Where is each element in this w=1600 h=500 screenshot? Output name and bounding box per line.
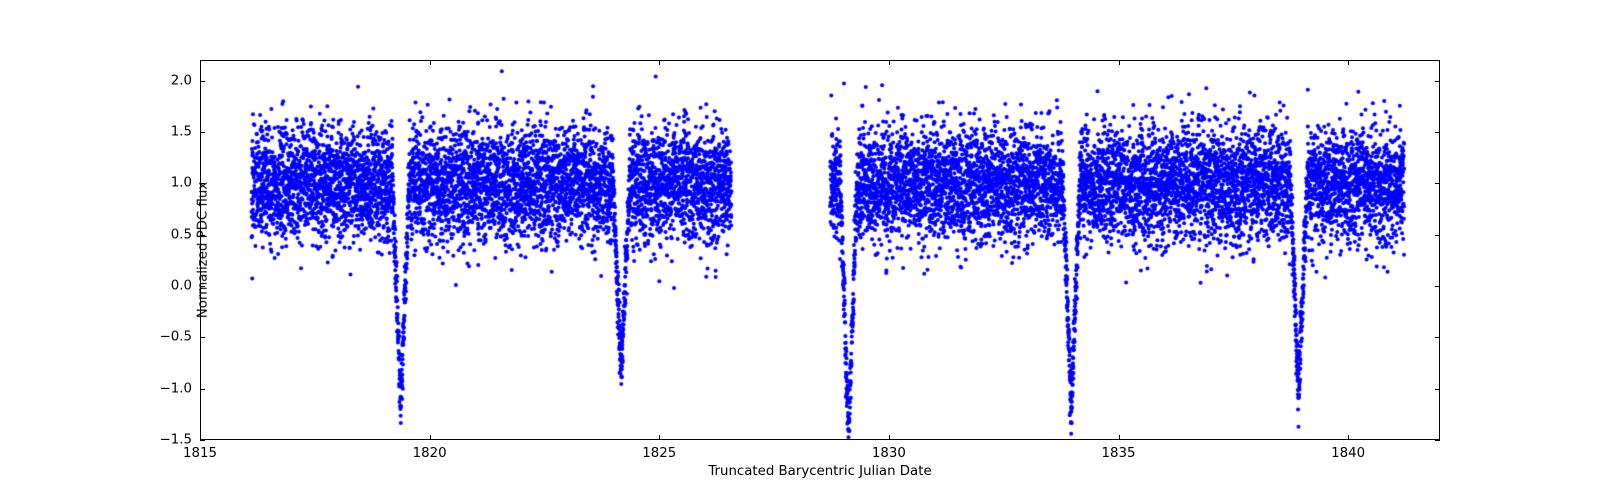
x-tick-mark bbox=[1348, 60, 1349, 65]
y-tick-mark bbox=[200, 132, 205, 133]
y-tick-label: 1.0 bbox=[171, 176, 192, 191]
y-tick-mark bbox=[200, 440, 205, 441]
y-tick-mark bbox=[200, 337, 205, 338]
x-tick-mark bbox=[1348, 435, 1349, 440]
y-tick-label: 2.0 bbox=[171, 73, 192, 88]
x-tick-mark bbox=[430, 60, 431, 65]
y-tick-mark bbox=[1435, 440, 1440, 441]
y-tick-mark bbox=[1435, 235, 1440, 236]
y-tick-mark bbox=[200, 81, 205, 82]
figure: 1815 1820 1825 1830 1835 1840 −1.5 −1.0 −0.5 0.0… bbox=[0, 0, 1600, 500]
y-tick-label: 1.5 bbox=[171, 124, 192, 139]
x-tick-mark bbox=[889, 435, 890, 440]
y-tick-label: 0.0 bbox=[171, 278, 192, 293]
y-tick-mark bbox=[1435, 183, 1440, 184]
y-tick-mark bbox=[1435, 286, 1440, 287]
x-tick-label: 1830 bbox=[872, 446, 906, 461]
x-tick-label: 1835 bbox=[1102, 446, 1136, 461]
plot-area bbox=[200, 60, 1440, 440]
x-tick-mark bbox=[1119, 60, 1120, 65]
x-axis-label: Truncated Barycentric Julian Date bbox=[708, 464, 931, 479]
x-tick-mark bbox=[430, 435, 431, 440]
x-tick-label: 1825 bbox=[642, 446, 676, 461]
y-tick-mark bbox=[200, 389, 205, 390]
y-tick-mark bbox=[1435, 132, 1440, 133]
x-tick-mark bbox=[659, 60, 660, 65]
y-tick-label: 0.5 bbox=[171, 227, 192, 242]
y-axis-label: Normalized PDC flux bbox=[196, 182, 211, 318]
y-tick-mark bbox=[1435, 81, 1440, 82]
axes: 181518201825183018351840 −1.5−1.0−0.50.0… bbox=[200, 60, 1440, 440]
x-tick-label: 1815 bbox=[183, 446, 217, 461]
x-tick-label: 1840 bbox=[1331, 446, 1365, 461]
y-tick-label: −0.5 bbox=[160, 330, 192, 345]
scatter-canvas bbox=[201, 61, 1440, 440]
x-tick-mark bbox=[889, 60, 890, 65]
x-tick-label: 1820 bbox=[413, 446, 447, 461]
x-tick-mark bbox=[200, 60, 201, 65]
y-tick-mark bbox=[1435, 389, 1440, 390]
y-tick-label: −1.0 bbox=[160, 381, 192, 396]
y-tick-mark bbox=[1435, 337, 1440, 338]
y-tick-label: −1.5 bbox=[160, 433, 192, 448]
x-tick-mark bbox=[1119, 435, 1120, 440]
x-tick-mark bbox=[659, 435, 660, 440]
